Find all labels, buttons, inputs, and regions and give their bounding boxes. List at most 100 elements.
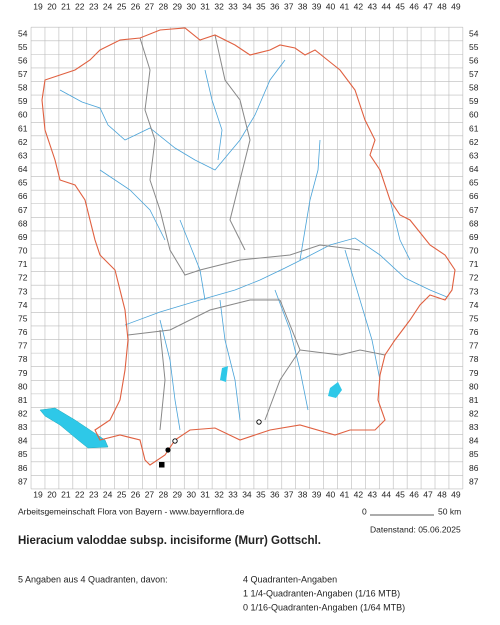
lake (328, 382, 342, 398)
column-label: 20 (47, 1, 57, 11)
row-label: 70 (469, 246, 479, 256)
row-label: 76 (469, 327, 479, 337)
column-label: 23 (89, 489, 99, 499)
column-label: 43 (368, 1, 378, 11)
column-label: 28 (159, 1, 169, 11)
detail: 4 Quadranten-Angaben (243, 574, 337, 584)
state-border (41, 27, 456, 466)
row-label: 86 (18, 463, 28, 473)
lake (39, 407, 109, 449)
record-marker (159, 462, 165, 468)
row-label: 82 (18, 408, 28, 418)
column-label: 47 (423, 1, 433, 11)
row-label: 56 (18, 55, 28, 65)
column-label: 30 (186, 1, 196, 11)
row-label: 82 (469, 408, 479, 418)
column-label: 43 (368, 489, 378, 499)
row-label: 59 (18, 96, 28, 106)
row-label: 67 (18, 205, 28, 215)
row-label: 57 (469, 69, 479, 79)
row-label: 80 (18, 381, 28, 391)
column-label: 44 (382, 1, 392, 11)
column-label: 49 (451, 489, 461, 499)
row-label: 81 (469, 395, 479, 405)
record-marker (256, 419, 262, 425)
row-label: 68 (18, 218, 28, 228)
column-label: 26 (131, 1, 141, 11)
row-label: 85 (18, 449, 28, 459)
row-label: 62 (469, 137, 479, 147)
row-label: 73 (469, 286, 479, 296)
column-label: 22 (75, 1, 85, 11)
row-label: 87 (469, 476, 479, 486)
column-label: 46 (409, 1, 419, 11)
column-label: 47 (423, 489, 433, 499)
row-label: 63 (469, 150, 479, 160)
column-label: 27 (145, 489, 155, 499)
summary: 5 Angaben aus 4 Quadranten, davon: (18, 574, 168, 584)
row-label: 67 (469, 205, 479, 215)
column-label: 48 (437, 1, 447, 11)
row-label: 74 (469, 300, 479, 310)
column-label: 34 (242, 489, 252, 499)
grid: 19 19 20 20 21 21 22 22 23 23 24 24 25 25 26 26 27 27 28 28… (18, 1, 479, 499)
column-label: 45 (395, 1, 405, 11)
row-label: 71 (18, 259, 28, 269)
rivers (59, 59, 448, 431)
row-label: 84 (18, 436, 28, 446)
column-label: 21 (61, 489, 71, 499)
row-label: 70 (18, 246, 28, 256)
row-label: 78 (18, 354, 28, 364)
row-label: 68 (469, 218, 479, 228)
column-label: 49 (451, 1, 461, 11)
column-label: 21 (61, 1, 71, 11)
column-label: 30 (186, 489, 196, 499)
row-label: 62 (18, 137, 28, 147)
column-label: 35 (256, 1, 266, 11)
row-label: 69 (18, 232, 28, 242)
row-label: 76 (18, 327, 28, 337)
row-label: 61 (469, 123, 479, 133)
column-label: 29 (173, 1, 183, 11)
column-label: 36 (270, 1, 280, 11)
column-label: 33 (228, 1, 238, 11)
column-label: 48 (437, 489, 447, 499)
column-label: 22 (75, 489, 85, 499)
column-label: 46 (409, 489, 419, 499)
row-label: 72 (18, 273, 28, 283)
row-label: 86 (469, 463, 479, 473)
column-label: 31 (200, 1, 210, 11)
species-title: Hieracium valoddae subsp. incisiforme (M… (18, 535, 321, 547)
row-label: 55 (18, 42, 28, 52)
column-label: 19 (33, 489, 43, 499)
row-label: 77 (469, 341, 479, 351)
column-label: 42 (354, 1, 364, 11)
row-label: 77 (18, 341, 28, 351)
row-label: 87 (18, 476, 28, 486)
record-marker (165, 447, 171, 453)
row-label: 75 (469, 313, 479, 323)
row-label: 60 (469, 110, 479, 120)
row-label: 54 (18, 28, 28, 38)
column-label: 25 (117, 1, 127, 11)
column-label: 38 (298, 489, 308, 499)
row-label: 63 (18, 150, 28, 160)
row-label: 60 (18, 110, 28, 120)
column-label: 44 (382, 489, 392, 499)
column-label: 28 (159, 489, 169, 499)
column-label: 31 (200, 489, 210, 499)
column-label: 27 (145, 1, 155, 11)
row-label: 54 (469, 28, 479, 38)
detail: 1 1/4-Quadranten-Angaben (1/16 MTB) (243, 588, 400, 598)
scale-end: 50 km (438, 506, 461, 516)
row-label: 55 (469, 42, 479, 52)
column-label: 37 (284, 1, 294, 11)
column-label: 32 (214, 489, 224, 499)
row-label: 58 (18, 83, 28, 93)
column-label: 45 (395, 489, 405, 499)
row-label: 72 (469, 273, 479, 283)
row-label: 78 (469, 354, 479, 364)
row-label: 56 (469, 55, 479, 65)
row-label: 83 (469, 422, 479, 432)
